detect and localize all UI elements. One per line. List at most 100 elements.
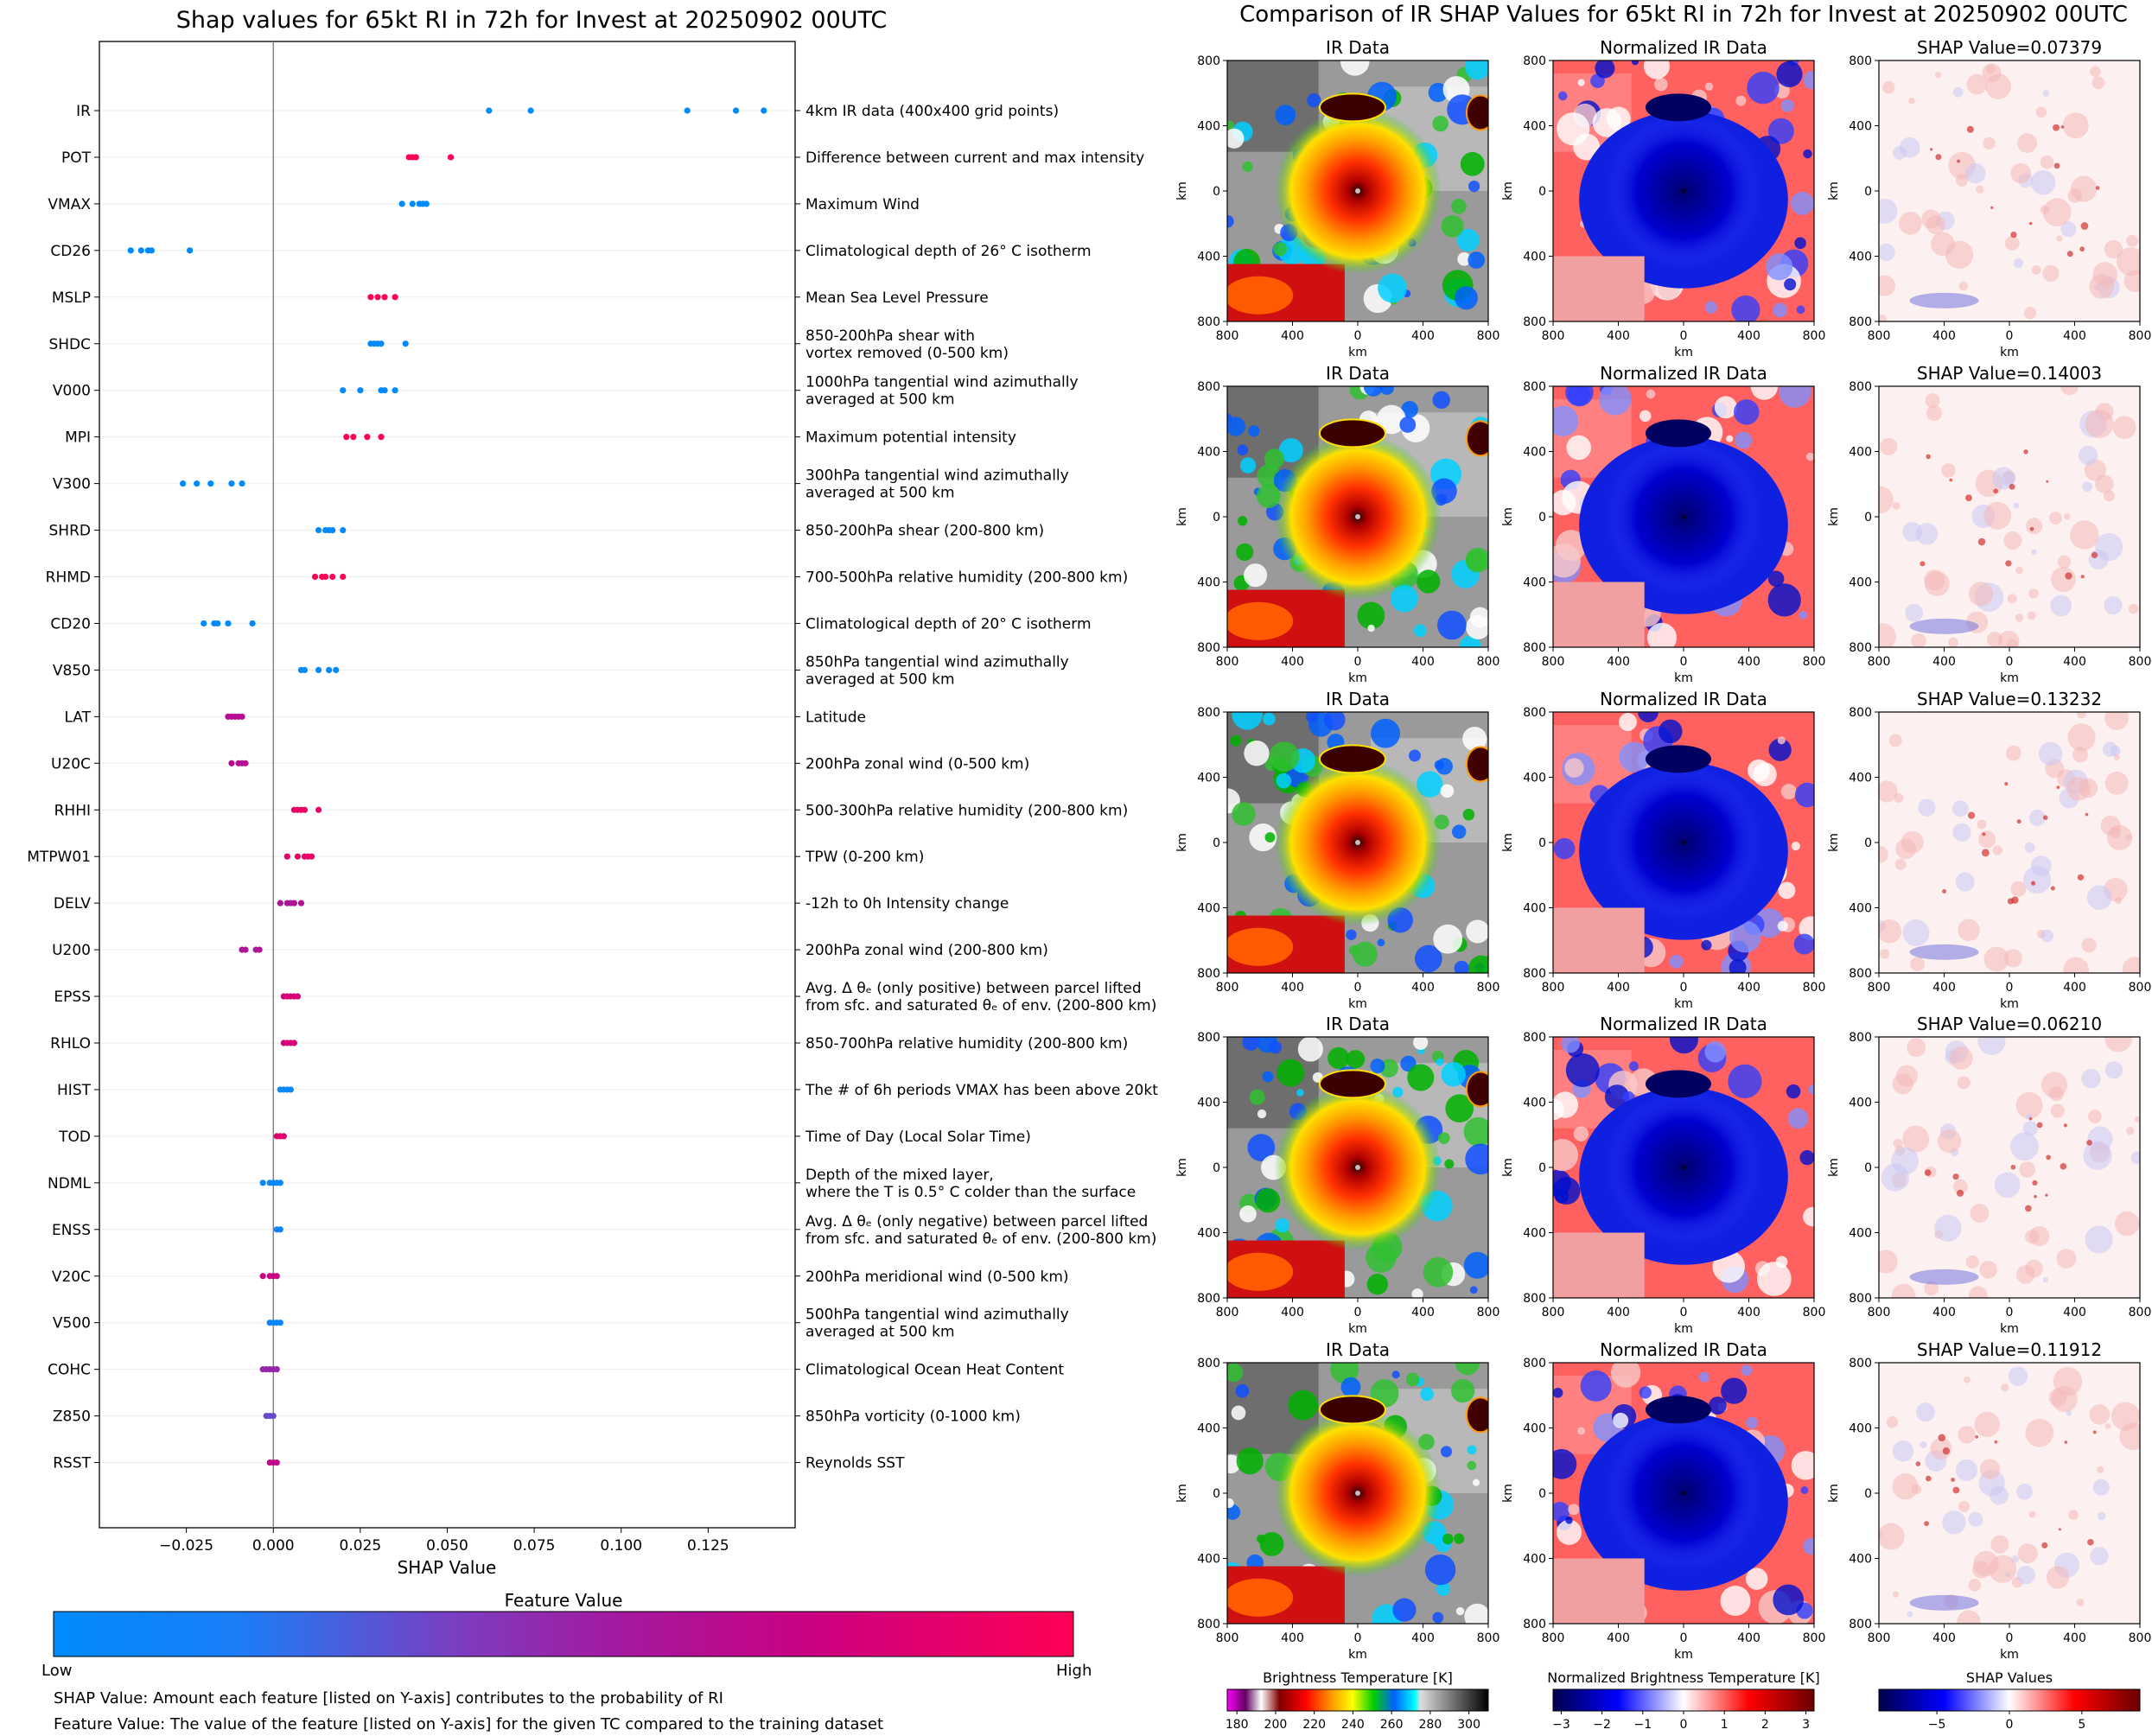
panel-ytick-label: 800: [1523, 1292, 1546, 1306]
feature-label: RSST: [53, 1455, 91, 1472]
panel-ylabel: km: [1175, 1158, 1189, 1177]
panel-ytick-label: 800: [1849, 1292, 1872, 1306]
shap-point: [180, 480, 187, 487]
panel-ytick-label: 800: [1197, 967, 1220, 981]
shap-point: [273, 1273, 280, 1280]
panel-xtick-label: 800: [1868, 1306, 1891, 1319]
feature-description: Climatological depth of 20° C isotherm: [805, 615, 1092, 633]
colorbar-title: Normalized Brightness Temperature [K]: [1547, 1669, 1820, 1686]
panel-ytick-label: 800: [1849, 641, 1872, 655]
colorbar-tick-label: 220: [1302, 1718, 1326, 1732]
shap-point: [340, 526, 347, 534]
feature-description: where the T is 0.5° C colder than the su…: [805, 1184, 1136, 1201]
panel-ylabel: km: [1827, 1158, 1841, 1177]
panel-ytick-label: 0: [1864, 511, 1872, 525]
feature-label: V20C: [52, 1269, 91, 1286]
panel-ytick-label: 800: [1197, 54, 1220, 68]
panel-xlabel: km: [2000, 997, 2019, 1011]
colorbar-tick-label: 0: [1680, 1718, 1688, 1732]
panel-ytick-label: 400: [1523, 120, 1546, 134]
feature-label: VMAX: [48, 196, 91, 213]
panel-ytick-label: 0: [1538, 511, 1546, 525]
panel-ytick-label: 400: [1197, 1227, 1220, 1241]
feature-description: 500-300hPa relative humidity (200-800 km…: [805, 802, 1128, 819]
panel-xtick-label: 800: [2129, 1631, 2152, 1645]
shap-point: [364, 434, 371, 441]
panel-ylabel: km: [1175, 181, 1189, 200]
panel-xtick-label: 400: [2063, 329, 2086, 343]
panel-ytick-label: 800: [1523, 1031, 1546, 1045]
feature-description: from sfc. and saturated θₑ of env. (200-…: [805, 997, 1156, 1014]
feature-label: HIST: [57, 1082, 92, 1099]
panel-ylabel: km: [1827, 181, 1841, 200]
shap-point: [239, 713, 245, 720]
panel-ytick-label: 800: [1197, 380, 1220, 394]
feature-description: Depth of the mixed layer,: [805, 1167, 994, 1184]
shap-point: [378, 434, 385, 441]
feature-description: 200hPa zonal wind (200-800 km): [805, 942, 1048, 959]
panel-ylabel: km: [1827, 833, 1841, 852]
panel-ytick-label: 400: [1523, 576, 1546, 590]
panel-xtick-label: 800: [1216, 981, 1239, 995]
colorbar: [1226, 1688, 1489, 1712]
shap-point: [228, 480, 235, 487]
panel-xtick-label: 0: [1680, 1306, 1688, 1319]
panel-ylabel: km: [1175, 507, 1189, 526]
feature-description: The # of 6h periods VMAX has been above …: [805, 1082, 1158, 1099]
feature-label: COHC: [48, 1362, 91, 1379]
panel-ytick-label: 800: [1523, 1357, 1546, 1370]
shap-point: [308, 853, 315, 860]
shap-panel-title: SHAP Value=0.11912: [1917, 1339, 2102, 1360]
panel-ytick-label: 800: [1523, 641, 1546, 655]
feature-label: MSLP: [52, 289, 91, 307]
panel-xtick-label: 0: [1680, 329, 1688, 343]
panel-ylabel: km: [1501, 1484, 1515, 1503]
panel-xtick-label: 400: [1281, 329, 1304, 343]
panel-xtick-label: 0: [1354, 1306, 1362, 1319]
panel-ytick-label: 800: [1197, 706, 1220, 720]
colorbar-tick-label: 3: [1802, 1718, 1810, 1732]
panel-ytick-label: 400: [1523, 772, 1546, 785]
shap-point: [412, 154, 419, 161]
panel-ylabel: km: [1175, 833, 1189, 852]
shap-point: [228, 760, 235, 766]
panel-xtick-label: 400: [1281, 981, 1304, 995]
shap-point: [732, 107, 740, 114]
panel-ytick-label: 400: [1523, 902, 1546, 916]
panel-xtick-label: 400: [2063, 655, 2086, 669]
norm-panel-title: Normalized IR Data: [1600, 363, 1767, 384]
shap-point: [273, 1366, 280, 1373]
panel-ytick-label: 400: [1197, 902, 1220, 916]
feature-description: TPW (0-200 km): [805, 849, 924, 866]
shap-point: [329, 573, 336, 581]
panel-xtick-label: 0: [1680, 1631, 1688, 1645]
panel-xlabel: km: [1348, 997, 1367, 1011]
shap-point: [684, 107, 691, 114]
norm-panel-title: Normalized IR Data: [1600, 1014, 1767, 1034]
panel-xtick-label: 400: [1411, 981, 1435, 995]
norm-panel-title: Normalized IR Data: [1600, 37, 1767, 58]
shap-point: [273, 1459, 280, 1466]
panel-xtick-label: 800: [1477, 1306, 1500, 1319]
ir-panel-title: IR Data: [1326, 1014, 1390, 1034]
panel-ytick-label: 400: [1849, 576, 1872, 590]
shap-point: [214, 620, 221, 627]
xtick-label: 0.025: [340, 1537, 382, 1555]
panel-xlabel: km: [1674, 1648, 1693, 1662]
shap-point: [340, 573, 347, 581]
feature-label: ENSS: [52, 1222, 91, 1239]
feature-description: 300hPa tangential wind azimuthally: [805, 467, 1069, 485]
panel-ytick-label: 800: [1197, 1292, 1220, 1306]
feature-label: Z850: [53, 1409, 91, 1426]
panel-xlabel: km: [1674, 671, 1693, 685]
shap-point: [290, 900, 297, 906]
panel-ytick-label: 400: [1523, 446, 1546, 460]
panel-xtick-label: 0: [2006, 981, 2014, 995]
shap-point: [322, 573, 329, 581]
shap-xlabel: SHAP Value: [398, 1557, 497, 1578]
panel-ytick-label: 800: [1197, 1618, 1220, 1631]
panel-xtick-label: 0: [2006, 655, 2014, 669]
